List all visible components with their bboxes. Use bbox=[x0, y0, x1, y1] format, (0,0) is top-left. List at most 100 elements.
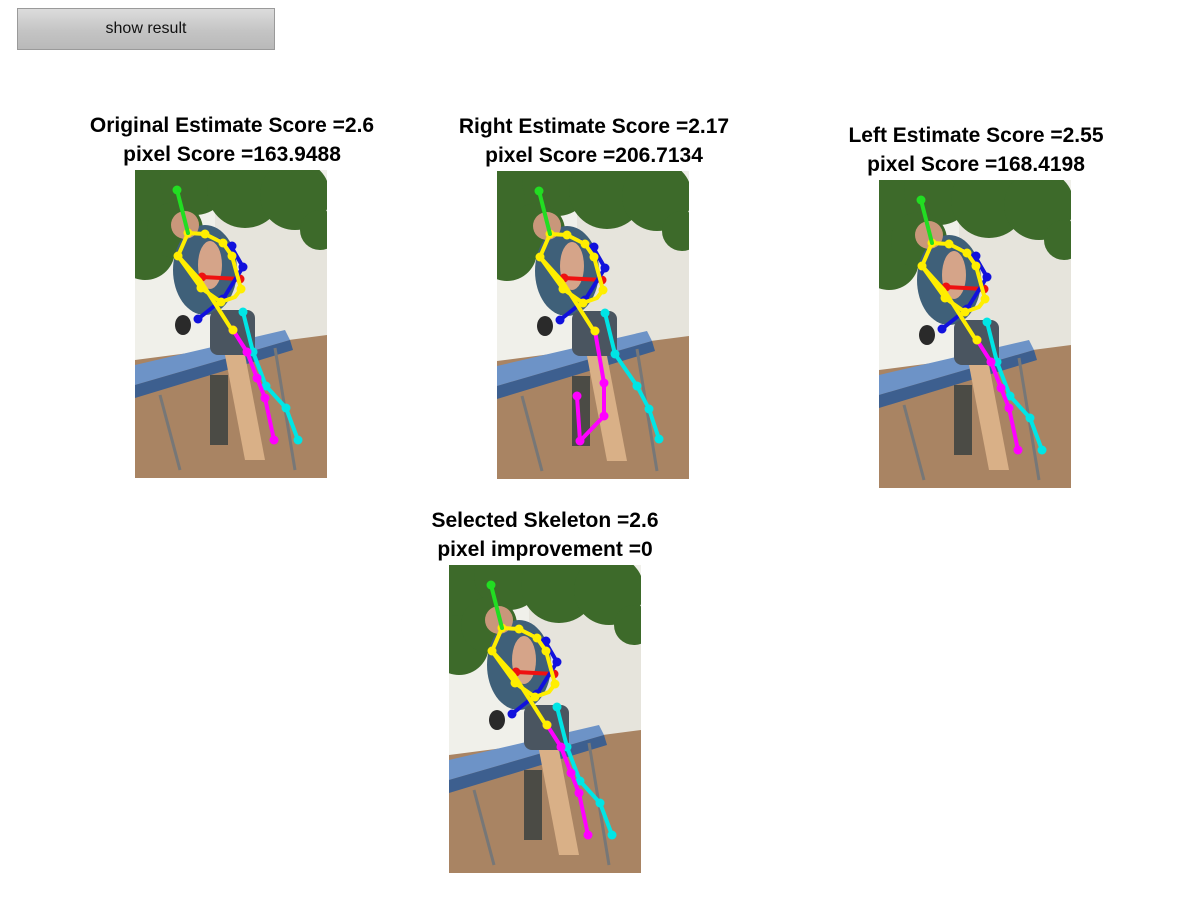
left-leg-joint bbox=[986, 357, 996, 367]
table-leg bbox=[472, 789, 496, 866]
original-estimate-score: Original Estimate Score =2.6 bbox=[89, 114, 375, 137]
left-leg-joint bbox=[996, 383, 1006, 393]
torso-bone bbox=[176, 231, 243, 304]
left-arm-joint bbox=[227, 241, 237, 251]
right-pixel-score: pixel Score =206.7134 bbox=[485, 144, 703, 167]
torso-joint bbox=[940, 293, 950, 303]
torso-joint bbox=[944, 239, 954, 249]
right-leg-joint bbox=[1005, 391, 1015, 401]
head-bone bbox=[175, 188, 190, 235]
original-estimate-image bbox=[135, 170, 327, 478]
selected-scene bbox=[449, 565, 641, 873]
torso-joint bbox=[971, 261, 981, 271]
person-legs bbox=[225, 355, 265, 460]
right-scene bbox=[497, 171, 689, 479]
left-leg-joint bbox=[252, 373, 262, 383]
selected-skeleton-title: Selected Skeleton =2.6 pixel improvement… bbox=[385, 506, 705, 564]
foliage bbox=[1044, 220, 1071, 260]
torso-joint bbox=[562, 230, 572, 240]
torso-joint bbox=[535, 252, 545, 262]
right-estimate-image bbox=[497, 171, 689, 479]
table-leg bbox=[520, 395, 544, 472]
left-estimate-title: Left Estimate Score =2.55 pixel Score =1… bbox=[816, 121, 1136, 179]
left-pixel-score: pixel Score =168.4198 bbox=[867, 153, 1085, 176]
head-joint bbox=[534, 186, 544, 196]
left-leg-joint bbox=[269, 435, 279, 445]
foliage bbox=[300, 210, 327, 250]
paddle bbox=[489, 710, 505, 730]
left-arm-joint bbox=[552, 657, 562, 667]
paddle bbox=[919, 325, 935, 345]
right-leg-joint bbox=[644, 404, 654, 414]
torso-bone bbox=[490, 626, 557, 699]
left-leg-joint bbox=[575, 436, 585, 446]
torso-joint bbox=[227, 251, 237, 261]
torso-joint bbox=[590, 326, 600, 336]
left-arm-joint bbox=[600, 263, 610, 273]
torso-joint bbox=[228, 325, 238, 335]
original-pixel-score: pixel Score =163.9488 bbox=[123, 143, 341, 166]
torso-joint bbox=[550, 679, 560, 689]
torso-bone bbox=[920, 241, 987, 314]
torso-joint bbox=[962, 248, 972, 258]
right-leg-joint bbox=[238, 307, 248, 317]
torso-joint bbox=[578, 298, 588, 308]
torso-joint bbox=[589, 252, 599, 262]
right-leg-joint bbox=[575, 776, 585, 786]
head-bone bbox=[919, 198, 934, 245]
table-leg bbox=[902, 404, 926, 481]
foliage bbox=[614, 605, 641, 645]
left-leg-joint bbox=[242, 347, 252, 357]
paddle bbox=[537, 316, 553, 336]
right-leg-joint bbox=[261, 381, 271, 391]
left-estimate-image bbox=[879, 180, 1071, 488]
table-leg bbox=[158, 394, 182, 471]
torso-joint bbox=[541, 646, 551, 656]
torso-joint bbox=[980, 294, 990, 304]
torso-bone bbox=[538, 232, 605, 305]
right-leg-joint bbox=[552, 702, 562, 712]
right-leg-joint bbox=[595, 798, 605, 808]
left-arm-joint bbox=[982, 272, 992, 282]
head-bone bbox=[489, 583, 504, 630]
torso-joint bbox=[514, 624, 524, 634]
torso-joint bbox=[542, 720, 552, 730]
left-leg-joint bbox=[599, 378, 609, 388]
paddle bbox=[175, 315, 191, 335]
person-legs bbox=[969, 365, 1009, 470]
torso-joint bbox=[173, 251, 183, 261]
right-leg-joint bbox=[610, 349, 620, 359]
left-arm-joint bbox=[555, 315, 565, 325]
left-estimate-score: Left Estimate Score =2.55 bbox=[848, 124, 1104, 147]
torso-joint bbox=[598, 285, 608, 295]
left-leg-joint bbox=[260, 393, 270, 403]
selected-pixel-improvement: pixel improvement =0 bbox=[437, 538, 653, 561]
left-arm-joint bbox=[589, 242, 599, 252]
torso-joint bbox=[972, 335, 982, 345]
head-bone bbox=[537, 189, 552, 236]
right-leg-joint bbox=[607, 830, 617, 840]
chair bbox=[954, 385, 972, 455]
torso-joint bbox=[218, 238, 228, 248]
left-leg-joint bbox=[583, 830, 593, 840]
left-leg-joint bbox=[572, 391, 582, 401]
torso-joint bbox=[236, 284, 246, 294]
person-legs bbox=[587, 356, 627, 461]
right-estimate-title: Right Estimate Score =2.17 pixel Score =… bbox=[434, 112, 754, 170]
left-scene bbox=[879, 180, 1071, 488]
head-joint bbox=[916, 195, 926, 205]
right-leg-joint bbox=[281, 403, 291, 413]
original-estimate-title: Original Estimate Score =2.6 pixel Score… bbox=[72, 111, 392, 169]
right-leg-joint bbox=[293, 435, 303, 445]
torso-joint bbox=[510, 678, 520, 688]
original-scene bbox=[135, 170, 327, 478]
torso-joint bbox=[917, 261, 927, 271]
head-joint bbox=[172, 185, 182, 195]
show-result-button[interactable]: show result bbox=[17, 8, 275, 50]
left-leg-joint bbox=[1004, 403, 1014, 413]
left-leg-joint bbox=[574, 788, 584, 798]
left-arm-joint bbox=[507, 709, 517, 719]
torso-joint bbox=[200, 229, 210, 239]
left-leg-joint bbox=[556, 742, 566, 752]
selected-skeleton-image bbox=[449, 565, 641, 873]
